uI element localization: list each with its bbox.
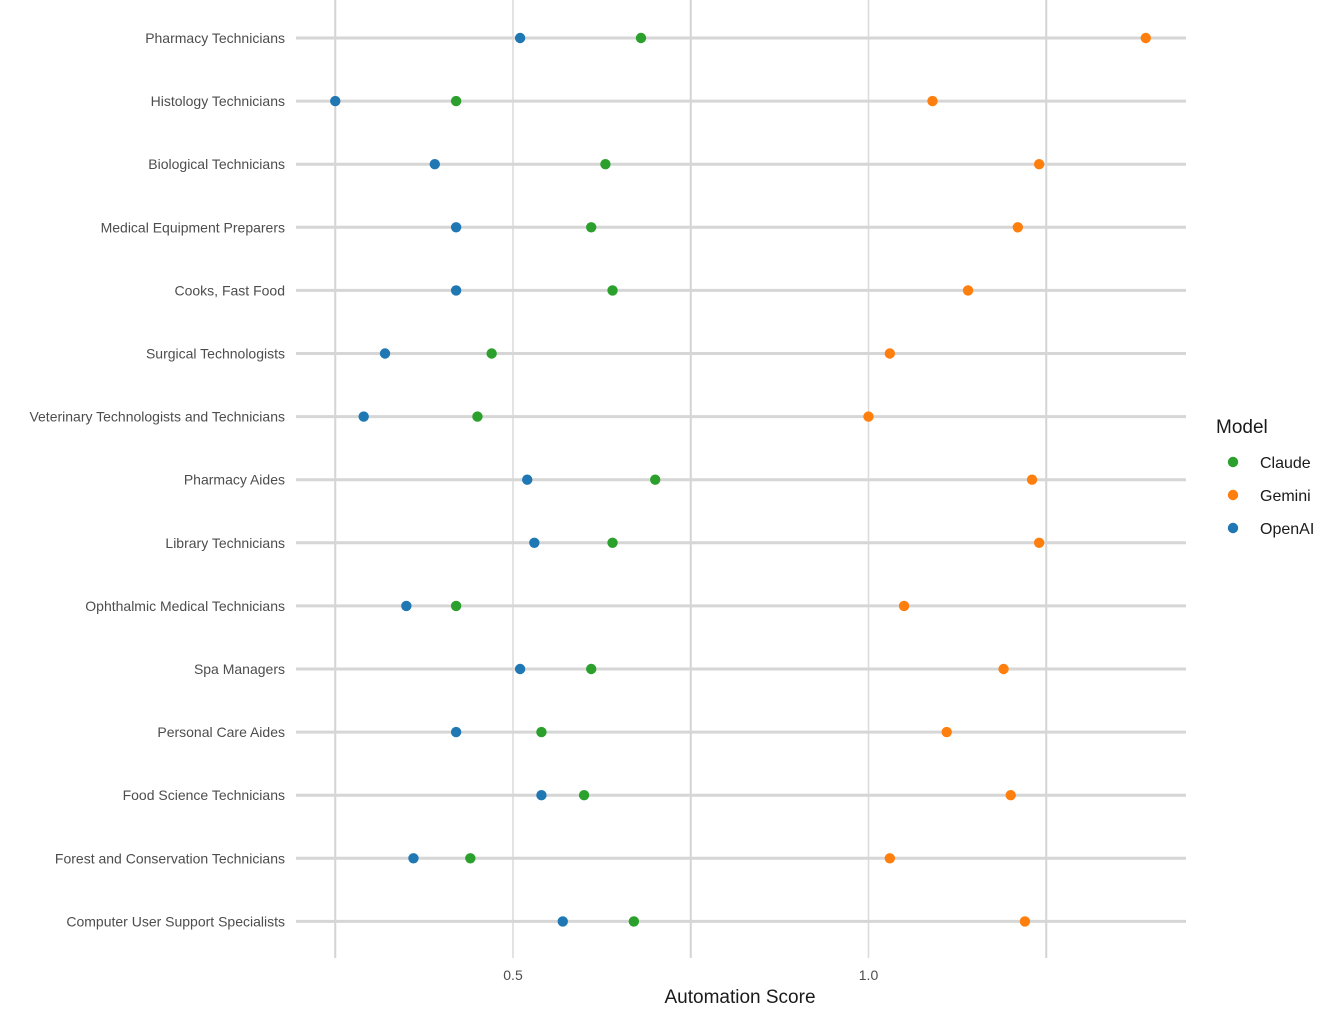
data-point-gemini	[927, 95, 938, 107]
data-point-openai	[379, 348, 391, 359]
x-axis-title: Automation Score	[664, 987, 815, 1008]
category-label: Biological Technicians	[148, 156, 285, 172]
data-point-openai	[450, 285, 462, 296]
data-point-openai	[450, 222, 462, 233]
data-point-openai	[408, 853, 419, 864]
data-point-gemini	[1140, 32, 1151, 44]
data-point-gemini	[1026, 474, 1038, 485]
data-point-claude	[472, 411, 483, 422]
category-label: Food Science Technicians	[123, 787, 285, 803]
data-point-gemini	[941, 726, 952, 738]
category-label: Computer User Support Specialists	[66, 913, 285, 929]
data-point-claude	[578, 790, 590, 801]
legend-label: OpenAI	[1260, 521, 1314, 538]
category-label: Medical Equipment Preparers	[101, 219, 285, 235]
legend-label: Gemini	[1260, 488, 1311, 505]
data-point-claude	[635, 32, 647, 44]
legend: Model Claude Gemini OpenAI	[1216, 417, 1314, 538]
category-label: Veterinary Technologists and Technicians	[29, 409, 285, 425]
data-point-gemini	[1005, 790, 1016, 801]
data-point-claude	[450, 600, 462, 612]
category-label: Spa Managers	[194, 661, 285, 677]
data-point-claude	[600, 159, 611, 170]
data-point-gemini	[863, 411, 874, 422]
category-labels: Pharmacy Technicians Histology Technician…	[29, 30, 285, 929]
x-tick-label: 0.5	[503, 967, 523, 983]
data-point-openai	[514, 32, 526, 44]
legend-title: Model	[1216, 417, 1268, 438]
data-point-gemini	[1033, 537, 1045, 548]
data-point-gemini	[884, 348, 896, 359]
category-label: Cooks, Fast Food	[175, 282, 286, 298]
data-point-gemini	[884, 853, 896, 864]
data-point-gemini	[1019, 916, 1031, 927]
gridlines	[296, 0, 1186, 958]
data-point-openai	[330, 95, 341, 107]
legend-key-openai	[1227, 522, 1239, 534]
data-point-openai	[401, 600, 412, 612]
category-label: Histology Technicians	[151, 93, 285, 109]
category-label: Pharmacy Technicians	[145, 30, 285, 46]
data-point-claude	[586, 222, 597, 233]
category-label: Personal Care Aides	[157, 724, 285, 740]
data-point-claude	[607, 537, 618, 548]
data-point-gemini	[898, 600, 910, 612]
data-point-claude	[586, 663, 597, 675]
legend-key-claude	[1227, 456, 1239, 468]
category-label: Ophthalmic Medical Technicians	[85, 598, 285, 614]
data-point-claude	[450, 95, 462, 107]
data-point-claude	[628, 916, 640, 927]
data-point-openai	[557, 916, 568, 927]
category-label: Pharmacy Aides	[184, 472, 285, 488]
x-tick-label: 1.0	[859, 967, 879, 983]
data-point-openai	[358, 411, 369, 422]
data-point-openai	[522, 474, 533, 485]
category-label: Forest and Conservation Technicians	[55, 850, 285, 866]
data-point-openai	[514, 663, 526, 675]
data-point-claude	[536, 726, 547, 738]
data-point-claude	[607, 285, 618, 296]
x-axis-ticks: 0.5 1.0	[503, 967, 878, 983]
data-point-gemini	[962, 285, 974, 296]
category-label: Library Technicians	[165, 535, 285, 551]
data-point-openai	[429, 159, 440, 170]
data-point-claude	[650, 474, 661, 485]
data-point-gemini	[1033, 159, 1045, 170]
data-point-openai	[450, 726, 462, 738]
data-point-openai	[536, 790, 547, 801]
data-points	[330, 32, 1151, 927]
data-point-gemini	[998, 663, 1009, 675]
legend-label: Claude	[1260, 455, 1311, 472]
data-point-openai	[529, 537, 540, 548]
category-label: Surgical Technologists	[146, 346, 285, 362]
data-point-claude	[465, 853, 476, 864]
legend-key-gemini	[1227, 489, 1239, 501]
data-point-gemini	[1012, 222, 1024, 233]
data-point-claude	[486, 348, 497, 359]
